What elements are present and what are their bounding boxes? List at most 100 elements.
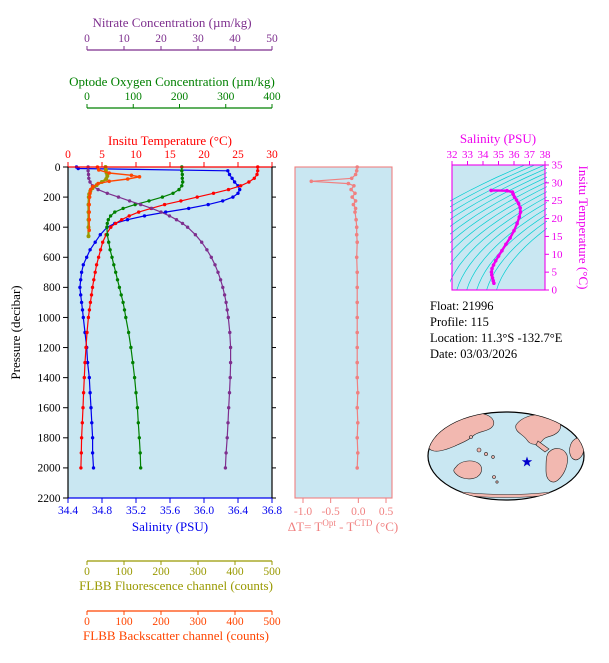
data-marker: [164, 210, 168, 214]
data-marker: [211, 191, 216, 195]
isopycnal-line: [450, 196, 547, 283]
data-marker: [81, 391, 86, 395]
data-marker: [355, 360, 360, 365]
tick-label: 100: [125, 91, 143, 103]
data-marker: [356, 421, 360, 425]
profile-date: Date: 03/03/2026: [430, 347, 517, 361]
data-marker: [129, 345, 133, 350]
data-marker: [90, 451, 95, 455]
data-marker: [512, 195, 517, 199]
data-marker: [206, 202, 210, 207]
data-marker: [85, 255, 89, 259]
data-marker: [86, 172, 91, 177]
tick-label: 600: [43, 252, 61, 264]
tick-label: 34.8: [92, 505, 112, 517]
data-marker: [97, 168, 101, 172]
data-marker: [133, 202, 137, 207]
data-marker: [213, 263, 217, 267]
data-marker: [101, 240, 105, 244]
data-marker: [226, 187, 231, 192]
data-marker: [355, 436, 360, 440]
data-marker: [355, 330, 360, 335]
data-marker: [129, 173, 134, 178]
data-marker: [122, 308, 127, 312]
data-marker: [252, 176, 256, 180]
data-marker: [355, 285, 360, 290]
data-marker: [87, 375, 92, 380]
data-marker: [109, 225, 113, 229]
data-marker: [96, 181, 100, 186]
data-marker: [209, 255, 213, 259]
data-marker: [137, 210, 141, 214]
data-marker: [514, 198, 519, 202]
data-marker: [496, 254, 501, 258]
data-marker: [355, 270, 360, 275]
data-marker: [490, 273, 494, 277]
data-marker: [346, 181, 351, 186]
float-id: Float: 21996: [430, 299, 494, 313]
tick-label: -1.0: [294, 506, 312, 518]
data-marker: [353, 210, 357, 214]
isopycnal-line: [466, 207, 547, 291]
data-marker: [227, 391, 232, 395]
data-marker: [80, 421, 85, 425]
data-marker: [354, 232, 359, 237]
data-marker: [353, 172, 358, 177]
series-oxygen: [105, 165, 185, 470]
data-marker: [90, 436, 95, 440]
data-marker: [180, 169, 184, 173]
data-marker: [86, 315, 91, 320]
tick-label: 36.4: [228, 505, 248, 517]
data-marker: [355, 315, 360, 320]
tick-label: 500: [263, 566, 281, 578]
data-marker: [139, 202, 143, 207]
data-marker: [508, 236, 512, 240]
data-marker: [93, 270, 97, 274]
ts-salinity-axis-title: Salinity (PSU): [460, 131, 536, 146]
data-marker: [131, 360, 135, 365]
data-marker: [79, 451, 84, 455]
map-land-south-america: [545, 448, 568, 483]
tick-label: 33: [462, 149, 474, 161]
data-marker: [516, 201, 521, 206]
data-marker: [349, 187, 353, 192]
tick-label: 36.0: [194, 505, 214, 517]
tick-label: 100: [115, 566, 133, 578]
profile-number: Profile: 115: [430, 315, 489, 329]
isopycnal-line: [486, 220, 547, 291]
data-marker: [88, 300, 93, 305]
data-marker: [205, 248, 209, 252]
data-marker: [114, 270, 118, 274]
series-backscatter: [87, 165, 142, 232]
data-marker: [87, 176, 91, 180]
data-marker: [352, 184, 356, 188]
data-marker: [162, 202, 167, 207]
data-marker: [98, 248, 103, 252]
tick-label: 1600: [38, 403, 61, 415]
tick-label: 2200: [38, 493, 61, 505]
tick-label: 34: [478, 149, 490, 161]
isopycnal-line: [450, 164, 525, 202]
data-marker: [353, 206, 358, 211]
series-ts-curve: [489, 188, 523, 286]
series-delta-t: [309, 165, 360, 470]
data-marker: [350, 195, 355, 199]
data-marker: [228, 360, 233, 365]
data-marker: [113, 221, 118, 226]
tick-label: 0: [552, 285, 558, 297]
data-marker: [106, 218, 111, 222]
data-marker: [355, 300, 360, 305]
tick-label: 0: [84, 33, 90, 45]
isopycnal-line: [450, 164, 535, 208]
data-marker: [117, 285, 122, 290]
data-marker: [256, 169, 260, 173]
plot-border: [294, 166, 393, 499]
data-marker: [222, 293, 227, 297]
tick-label: 500: [263, 616, 281, 628]
float-location: Location: 11.3°S -132.7°E: [430, 331, 563, 345]
tick-label: 2000: [38, 463, 61, 475]
data-marker: [353, 191, 357, 196]
map-island: [469, 435, 473, 439]
data-marker: [76, 166, 80, 171]
